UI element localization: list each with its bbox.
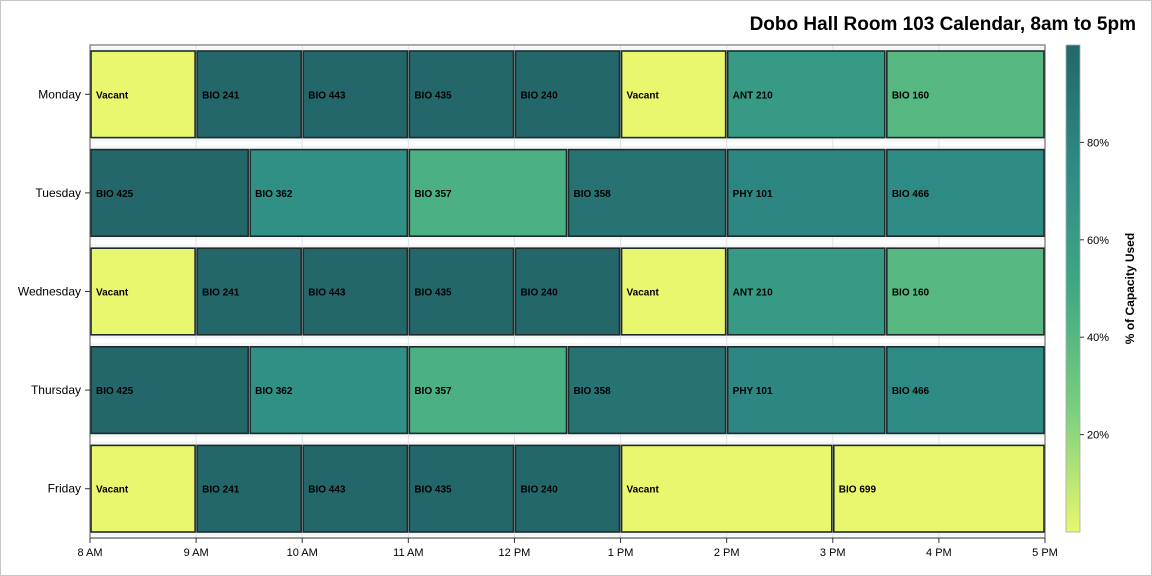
colorbar-tick-label: 80% <box>1087 137 1109 149</box>
event-label: BIO 443 <box>308 485 346 496</box>
event-label: BIO 362 <box>255 386 293 397</box>
event-label: ANT 210 <box>733 288 773 299</box>
event-bar <box>620 50 727 139</box>
event-label: BIO 241 <box>202 90 240 101</box>
event-bar <box>886 345 1045 435</box>
event-label: Vacant <box>627 90 660 101</box>
event-label: BIO 435 <box>414 485 452 496</box>
event-label: Vacant <box>96 288 129 299</box>
event-label: Vacant <box>627 485 660 496</box>
event-label: BIO 160 <box>892 90 930 101</box>
event-label: BIO 443 <box>308 90 346 101</box>
event-label: BIO 240 <box>520 485 558 496</box>
event-bar <box>886 148 1045 238</box>
event-bar <box>620 444 833 533</box>
row-band <box>90 342 1045 438</box>
event-bar <box>408 247 515 336</box>
x-tick-label: 3 PM <box>820 547 846 559</box>
event-label: PHY 101 <box>733 189 773 200</box>
day-label: Friday <box>48 482 81 496</box>
event-label: BIO 425 <box>96 189 134 200</box>
event-bar <box>726 50 886 139</box>
colorbar-title: % of Capacity Used <box>1123 233 1137 344</box>
event-bar <box>567 148 727 238</box>
x-tick-label: 1 PM <box>608 547 634 559</box>
event-label: BIO 357 <box>414 386 452 397</box>
event-label: BIO 241 <box>202 485 240 496</box>
x-tick-label: 5 PM <box>1032 547 1058 559</box>
event-label: BIO 362 <box>255 189 293 200</box>
event-bar <box>408 50 515 139</box>
event-bar <box>886 247 1045 336</box>
x-tick-label: 9 AM <box>184 547 209 559</box>
event-label: ANT 210 <box>733 90 773 101</box>
colorbar-tick-label: 60% <box>1087 235 1109 247</box>
event-label: BIO 358 <box>574 189 612 200</box>
event-bar <box>832 444 1045 533</box>
event-label: BIO 466 <box>892 189 930 200</box>
event-bar <box>90 247 196 336</box>
event-bar <box>90 50 196 139</box>
event-bar <box>90 444 196 533</box>
event-bar <box>302 50 409 139</box>
x-tick-label: 12 PM <box>499 547 531 559</box>
event-label: BIO 435 <box>414 90 452 101</box>
event-bar <box>514 50 621 139</box>
x-tick-label: 11 AM <box>393 547 423 559</box>
event-bar <box>620 247 727 336</box>
event-bar <box>249 148 409 238</box>
event-label: BIO 435 <box>414 288 452 299</box>
event-bar <box>90 345 249 435</box>
event-bar <box>196 444 303 533</box>
event-bar <box>408 444 515 533</box>
event-bar <box>726 247 886 336</box>
event-bar <box>726 345 886 435</box>
day-label: Monday <box>38 87 81 101</box>
event-label: BIO 425 <box>96 386 134 397</box>
event-label: Vacant <box>627 288 660 299</box>
colorbar-tick-label: 40% <box>1087 332 1109 344</box>
event-bar <box>90 148 249 238</box>
day-label: Tuesday <box>35 186 81 200</box>
event-label: BIO 240 <box>520 288 558 299</box>
event-label: Vacant <box>96 90 129 101</box>
day-label: Thursday <box>31 383 81 397</box>
colorbar-tick-label: 20% <box>1087 430 1109 442</box>
event-label: BIO 240 <box>520 90 558 101</box>
event-label: BIO 241 <box>202 288 240 299</box>
event-bar <box>408 345 568 435</box>
event-bar <box>408 148 568 238</box>
event-label: BIO 357 <box>414 189 452 200</box>
plot-area: Vacant BIO 241 BIO 443 BIO 435 BIO 240 Vacant… <box>18 44 1058 559</box>
event-bar <box>567 345 727 435</box>
event-label: BIO 466 <box>892 386 930 397</box>
event-bar <box>196 247 303 336</box>
event-label: BIO 358 <box>574 386 612 397</box>
colorbar: 20% 40% 60% 80% % of Capacity Used <box>1065 44 1137 533</box>
event-label: BIO 443 <box>308 288 346 299</box>
colorbar-gradient <box>1065 44 1081 533</box>
event-bar <box>302 247 409 336</box>
event-bar <box>514 247 621 336</box>
day-label: Wednesday <box>18 285 81 299</box>
event-bar <box>726 148 886 238</box>
chart-title: Dobo Hall Room 103 Calendar, 8am to 5pm <box>749 14 1136 35</box>
x-tick-label: 10 AM <box>287 547 318 559</box>
event-bar <box>302 444 409 533</box>
event-label: BIO 699 <box>839 485 877 496</box>
event-label: PHY 101 <box>733 386 773 397</box>
event-bar <box>196 50 303 139</box>
event-label: Vacant <box>96 485 129 496</box>
event-bar <box>249 345 409 435</box>
row-band <box>90 145 1045 241</box>
x-tick-label: 2 PM <box>714 547 740 559</box>
x-tick-label: 4 PM <box>926 547 952 559</box>
event-bar <box>514 444 621 533</box>
event-bar <box>886 50 1045 139</box>
x-tick-label: 8 AM <box>77 547 102 559</box>
event-label: BIO 160 <box>892 288 930 299</box>
